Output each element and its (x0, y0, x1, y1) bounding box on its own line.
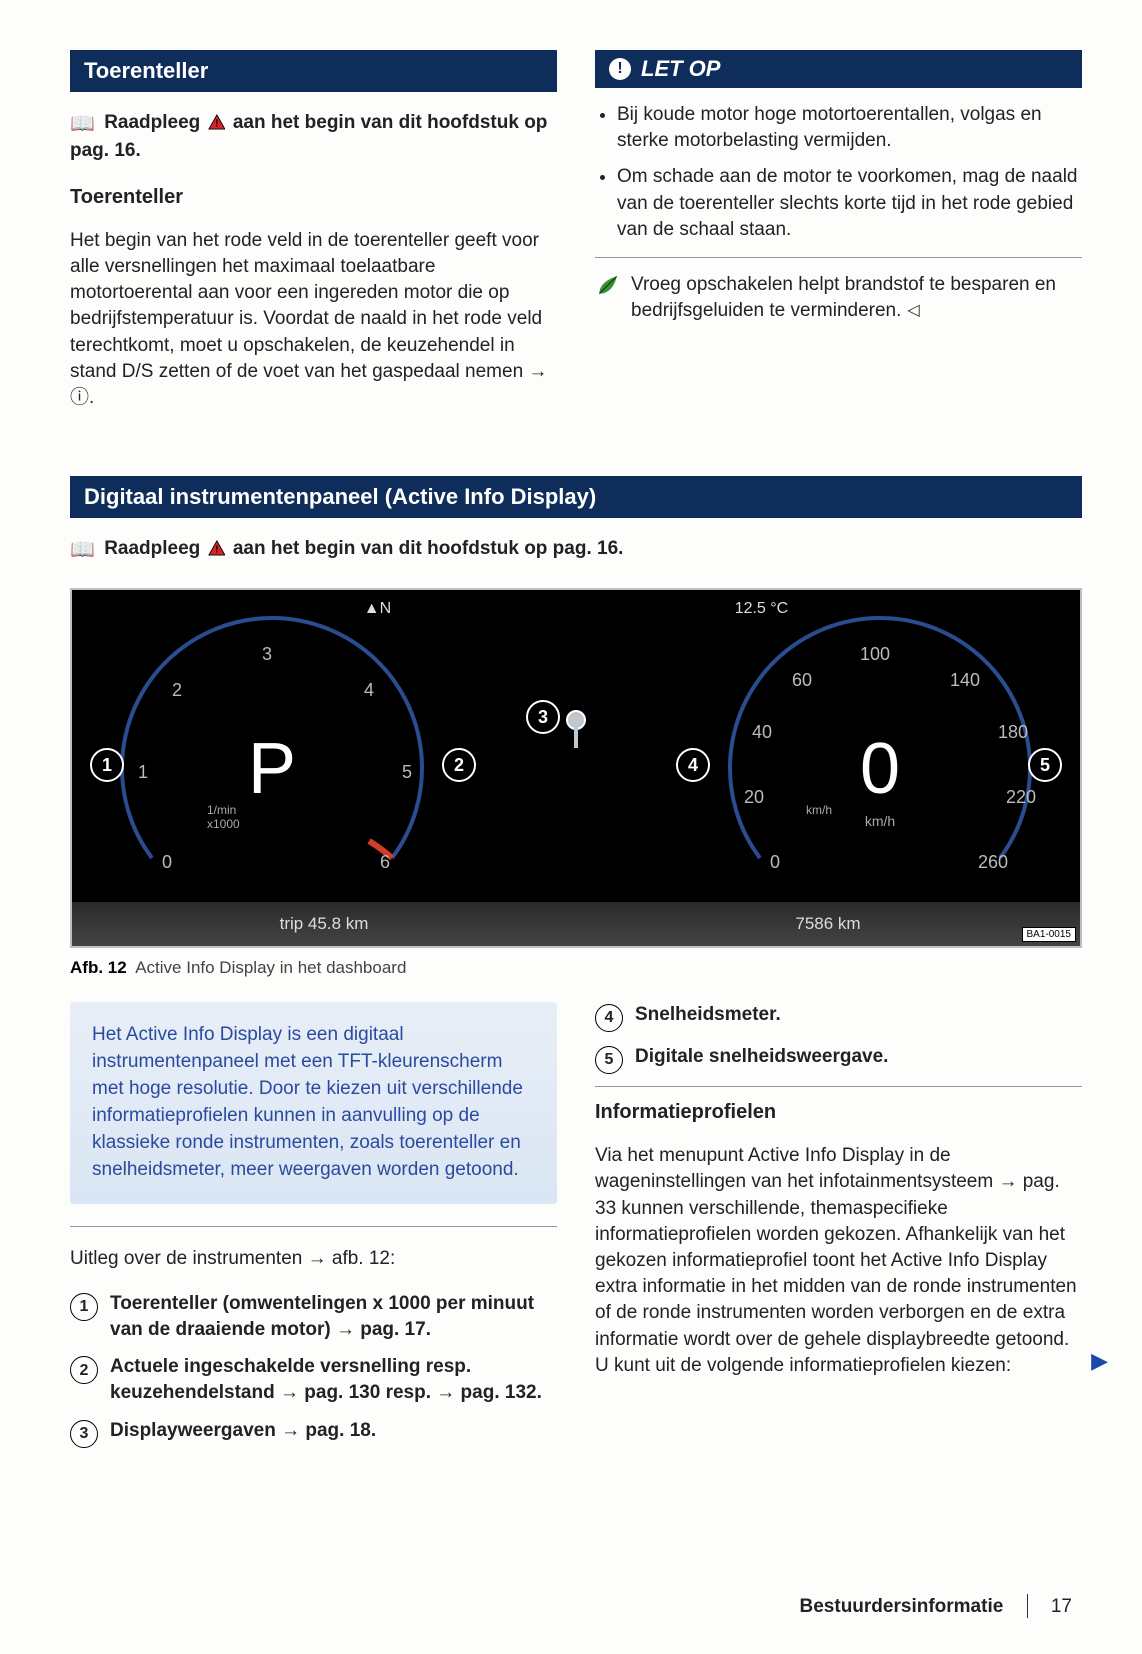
notice-title: LET OP (641, 56, 720, 82)
notice-bar: ! LET OP (595, 50, 1082, 88)
book-icon: 📖 (70, 537, 95, 564)
rpm-unit1: 1/min (207, 803, 236, 817)
warning-triangle-icon: ! (208, 114, 226, 130)
callout-1: 1 (90, 748, 124, 782)
notice-bullet: Bij koude motor hoge motortoerentallen, … (617, 102, 1082, 154)
legend-text: Digitale snelheidsweergave. (635, 1046, 888, 1067)
callout-5: 5 (1028, 748, 1062, 782)
divider (595, 1086, 1082, 1087)
figure-caption: Afb. 12 Active Info Display in het dashb… (70, 958, 1082, 978)
speed-value: 0 (710, 728, 1050, 810)
legend-text: Toerenteller (omwentelingen x 1000 per m… (110, 1293, 534, 1340)
svg-text:2: 2 (172, 680, 182, 700)
body-toerenteller: Het begin van het rode veld in de toeren… (70, 228, 557, 412)
eco-tip-text: Vroeg opschakelen helpt brandstof te bes… (631, 274, 1056, 321)
legend-list-right: 4 Snelheidsmeter. 5 Digitale snelheidsweer… (595, 1002, 1082, 1074)
caption-text: Active Info Display in het dashboard (135, 958, 406, 977)
book-icon: 📖 (70, 111, 95, 138)
reference-line: 📖 Raadpleeg ! aan het begin van dit hoof… (70, 110, 557, 164)
subheading-profiles: Informatieprofielen (595, 1101, 1082, 1124)
svg-text:0: 0 (770, 852, 780, 872)
leaf-icon (595, 272, 621, 306)
profiles-body: Via het menupunt Active Info Display in … (595, 1143, 1082, 1379)
gear-indicator: P (102, 728, 442, 810)
legend-num: 4 (595, 1004, 623, 1032)
speed-unit: km/h (710, 813, 1050, 829)
legend-text: Displayweergaven → pag. 18. (110, 1420, 376, 1441)
legend-item: 4 Snelheidsmeter. (595, 1002, 1082, 1032)
legend-num: 2 (70, 1356, 98, 1384)
ref-pre: Raadpleeg (104, 112, 200, 133)
section-title-aid: Digitaal instrumentenpaneel (Active Info… (70, 476, 1082, 518)
legend-text: Actuele ingeschakelde versnelling resp. … (110, 1356, 542, 1403)
ref2-pre: Raadpleeg (104, 538, 200, 559)
divider (70, 1226, 557, 1227)
footer-section: Bestuurdersinformatie (800, 1596, 1004, 1617)
svg-text:!: ! (215, 545, 218, 556)
rpm-gauge: 0 1 2 3 4 5 6 P 1/minx1000 (102, 608, 442, 908)
svg-text:4: 4 (364, 680, 374, 700)
rpm-unit2: x1000 (207, 817, 240, 831)
odometer-reading: 7586 km (576, 914, 1080, 934)
figure-badge: BA1-0015 (1022, 927, 1076, 942)
notice-bullet: Om schade aan de motor te voorkomen, mag… (617, 164, 1082, 243)
speed-unit-small: km/h (806, 803, 832, 817)
caption-label: Afb. 12 (70, 958, 127, 977)
section-title-toerenteller: Toerenteller (70, 50, 557, 92)
svg-text:60: 60 (792, 670, 812, 690)
legend-num: 3 (70, 1420, 98, 1448)
legend-item: 1 Toerenteller (omwentelingen x 1000 per … (70, 1291, 557, 1342)
svg-text:140: 140 (950, 670, 980, 690)
svg-text:!: ! (215, 118, 218, 129)
subheading-toerenteller: Toerenteller (70, 186, 557, 209)
callout-2: 2 (442, 748, 476, 782)
page-footer: Bestuurdersinformatie 17 (800, 1594, 1072, 1618)
reference-line-2: 📖 Raadpleeg ! aan het begin van dit hoof… (70, 536, 1082, 564)
callout-4: 4 (676, 748, 710, 782)
eco-tip: Vroeg opschakelen helpt brandstof te bes… (595, 272, 1082, 324)
legend-item: 2 Actuele ingeschakelde versnelling resp.… (70, 1354, 557, 1405)
dashboard-figure: ▲N 12.5 °C 0 1 2 3 4 5 (70, 588, 1082, 948)
ref2-post: aan het begin van dit hoofdstuk op pag. … (233, 538, 624, 559)
continue-arrow-icon: ▶ (1091, 1348, 1108, 1374)
legend-intro: Uitleg over de instrumenten → afb. 12: (70, 1246, 557, 1272)
footer-page: 17 (1051, 1596, 1072, 1617)
divider (595, 257, 1082, 258)
legend-item: 3 Displayweergaven → pag. 18. (70, 1418, 557, 1448)
trip-reading: trip 45.8 km (72, 914, 576, 934)
highlight-box: Het Active Info Display is een digitaal … (70, 1002, 557, 1204)
warning-triangle-icon: ! (208, 540, 226, 556)
legend-item: 5 Digitale snelheidsweergave. (595, 1044, 1082, 1074)
svg-text:6: 6 (380, 852, 390, 872)
callout-3: 3 (526, 700, 560, 734)
dashboard-bottom-bar: trip 45.8 km 7586 km (72, 902, 1080, 946)
legend-text: Snelheidsmeter. (635, 1004, 781, 1025)
svg-text:3: 3 (262, 644, 272, 664)
svg-text:100: 100 (860, 644, 890, 664)
notice-bullets: Bij koude motor hoge motortoerentallen, … (595, 102, 1082, 243)
svg-text:0: 0 (162, 852, 172, 872)
map-pin-icon (564, 710, 588, 750)
info-icon: ! (609, 58, 631, 80)
legend-num: 1 (70, 1293, 98, 1321)
end-marker-icon: ◁ (907, 300, 919, 322)
svg-text:260: 260 (978, 852, 1008, 872)
legend-list: 1 Toerenteller (omwentelingen x 1000 per … (70, 1291, 557, 1448)
legend-num: 5 (595, 1046, 623, 1074)
speed-gauge: 0 20 40 60 100 140 180 220 260 0 km/h (710, 608, 1050, 908)
